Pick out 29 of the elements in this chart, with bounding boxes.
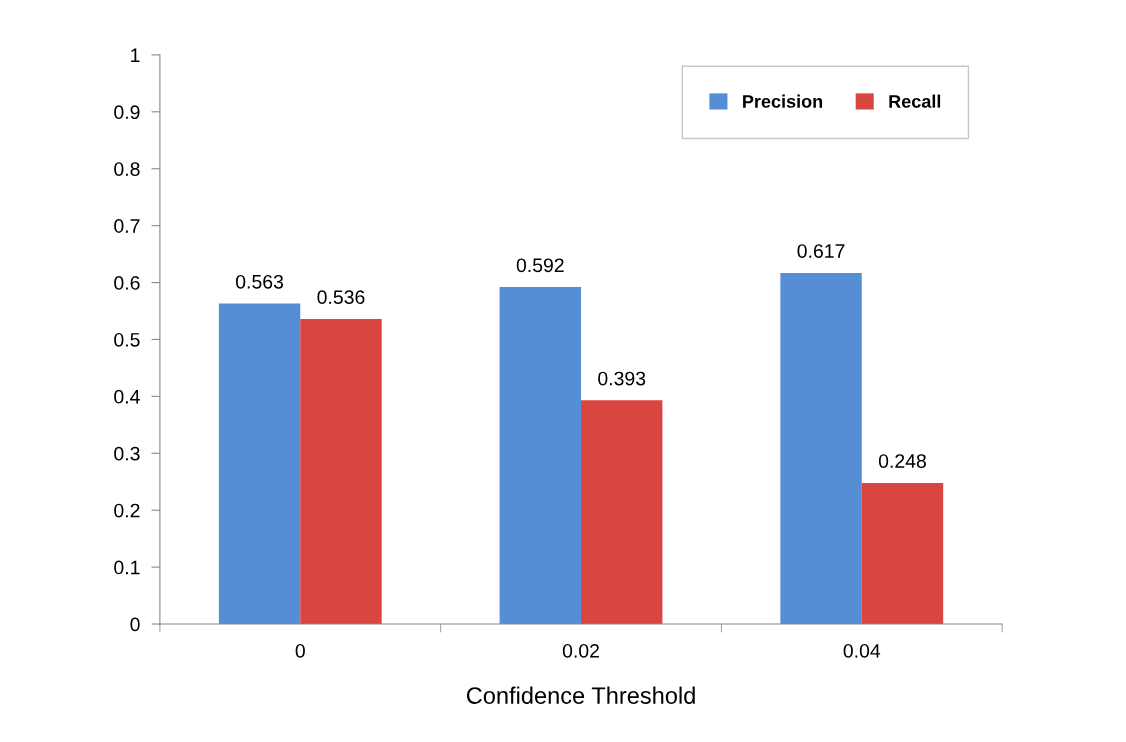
- x-tick-label: 0: [295, 643, 305, 658]
- data-label: 0.393: [598, 371, 646, 386]
- y-tick-label: 0.8: [114, 162, 140, 176]
- y-tick-label: 0.9: [114, 105, 140, 120]
- y-tick-label: 0.1: [114, 560, 140, 575]
- bar: [499, 287, 582, 625]
- data-label: 0.536: [317, 290, 365, 305]
- bar: [300, 318, 382, 625]
- x-tick-label: 0.04: [843, 643, 881, 658]
- y-tick-label: 0.7: [114, 219, 140, 233]
- bar: [780, 272, 862, 625]
- y-tick-label: 0.3: [114, 446, 140, 461]
- bar: [861, 482, 944, 625]
- y-tick-label: 0: [130, 617, 140, 632]
- y-tick-label: 0.6: [114, 276, 140, 290]
- y-tick-label: 1: [131, 48, 140, 62]
- data-label: 0.592: [516, 258, 564, 273]
- y-tick-label: 0.2: [114, 503, 140, 518]
- bar: [581, 400, 663, 625]
- legend-label: Recall: [889, 94, 941, 108]
- y-tick-label: 0.5: [114, 332, 140, 347]
- legend-label: Precision: [743, 94, 823, 108]
- x-axis-title: Confidence Threshold: [466, 686, 695, 704]
- data-label: 0.563: [235, 274, 284, 289]
- bar: [218, 303, 301, 625]
- y-tick-label: 0.4: [114, 389, 140, 404]
- data-label: 0.617: [797, 244, 845, 258]
- x-tick-label: 0.02: [562, 643, 599, 658]
- data-label: 0.248: [878, 454, 926, 468]
